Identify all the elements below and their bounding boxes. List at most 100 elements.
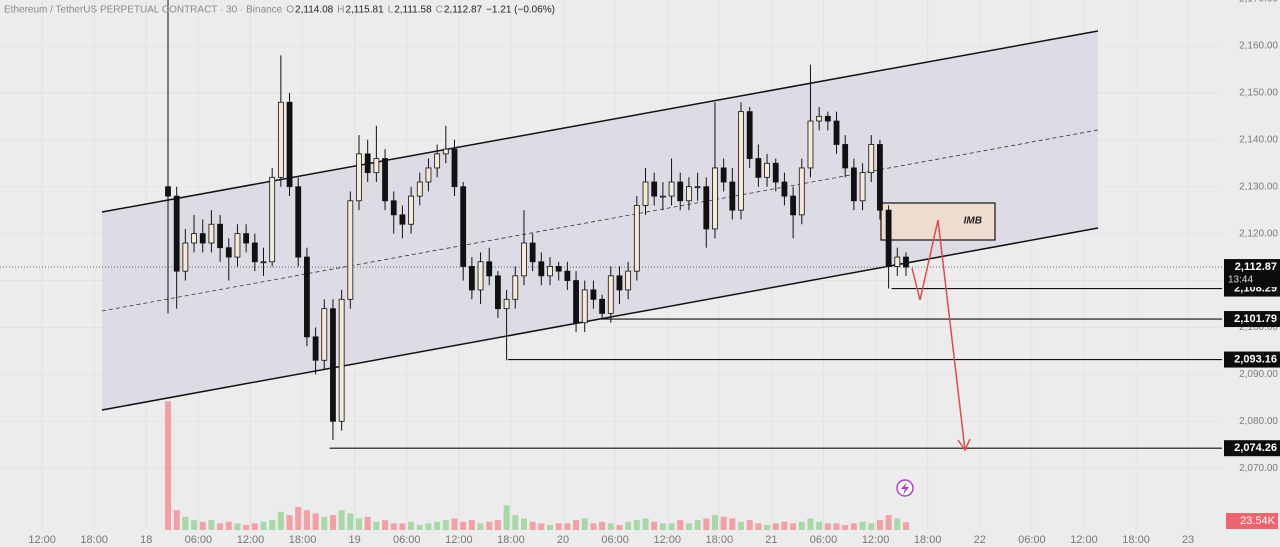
volume-bar xyxy=(321,516,328,530)
volume-bar xyxy=(225,521,232,530)
candle-body xyxy=(833,120,840,145)
candle-body xyxy=(651,181,658,197)
x-tick-label: 12:00 xyxy=(1070,534,1098,546)
candle-body xyxy=(503,298,510,310)
volume-bar xyxy=(460,521,467,530)
volume-bar xyxy=(199,521,206,530)
volume-bar xyxy=(868,523,875,530)
x-tick-label: 06:00 xyxy=(393,534,421,546)
volume xyxy=(164,401,909,530)
candle-body xyxy=(225,247,232,258)
volume-bar xyxy=(850,523,857,530)
level-label-box xyxy=(1224,351,1280,368)
candle-body xyxy=(434,153,441,169)
volume-bar xyxy=(477,523,484,530)
x-tick-label: 18:00 xyxy=(706,534,734,546)
volume-bar xyxy=(399,523,406,530)
y-tick-label: 2,100.00 xyxy=(1239,322,1278,333)
volume-bar xyxy=(373,521,380,530)
candle-body xyxy=(659,195,666,198)
volume-bar xyxy=(416,525,423,530)
header-text: 2,111.58 xyxy=(394,5,432,16)
candle-body xyxy=(807,120,814,169)
y-tick-label: 2,080.00 xyxy=(1239,416,1278,427)
volume-bar xyxy=(607,523,614,530)
volume-bar xyxy=(625,521,632,530)
candle-body xyxy=(286,101,293,188)
x-tick-label: 06:00 xyxy=(1018,534,1046,546)
y-tick-label: 2,120.00 xyxy=(1239,228,1278,239)
level-label: 2,101.79 xyxy=(1234,313,1277,325)
volume-label: 23.54K xyxy=(1240,515,1276,527)
volume-bar xyxy=(755,523,762,530)
candle-body xyxy=(885,209,892,267)
volume-bar xyxy=(668,523,675,530)
header-text: O xyxy=(286,5,294,16)
header-text: 2,115.81 xyxy=(345,5,384,16)
volume-bar xyxy=(798,521,805,530)
volume-bar xyxy=(182,516,189,530)
volume-bar xyxy=(677,520,684,530)
candle-body xyxy=(590,289,597,300)
candle-body xyxy=(199,233,206,244)
candle-body xyxy=(868,144,875,174)
candle-body xyxy=(408,195,414,225)
candle-body xyxy=(477,261,484,291)
volume-bar xyxy=(807,518,814,530)
volume-bar xyxy=(356,518,363,530)
candle-body xyxy=(720,167,727,183)
candle-body xyxy=(547,266,553,277)
volume-bar xyxy=(616,525,623,530)
volume-bar xyxy=(382,520,389,530)
candle-body xyxy=(382,158,388,202)
volume-bar xyxy=(651,521,658,530)
candle-body xyxy=(468,266,475,291)
imb-box xyxy=(880,202,996,241)
candle-body xyxy=(538,261,545,277)
volume-bar xyxy=(364,516,371,530)
volume-bar xyxy=(538,523,545,530)
volume-bar xyxy=(824,523,831,530)
y-tick-label: 2,130.00 xyxy=(1239,181,1278,192)
volume-bar xyxy=(208,520,215,530)
channel-top xyxy=(101,30,1099,213)
volume-bar xyxy=(720,516,727,530)
y-tick-label: 2,170.00 xyxy=(1239,0,1278,5)
volume-bar xyxy=(191,520,198,530)
x-tick-label: 12:00 xyxy=(862,534,890,546)
y-tick-label: 2,090.00 xyxy=(1239,369,1278,380)
candle-body xyxy=(486,261,493,277)
candle-body xyxy=(425,167,432,183)
candle-body xyxy=(625,270,632,291)
candle-body xyxy=(191,233,197,244)
volume-bar xyxy=(703,518,710,530)
candle-body xyxy=(338,298,345,422)
candle-body xyxy=(850,167,857,202)
candle-body xyxy=(399,214,406,225)
candle-body xyxy=(564,270,571,281)
candle-body xyxy=(234,233,241,258)
x-tick-label: 21 xyxy=(765,534,777,546)
volume-bar xyxy=(338,510,345,530)
candle-body xyxy=(573,280,579,324)
candle-body xyxy=(495,275,501,310)
last-price-label: 2,112.87 xyxy=(1235,261,1277,273)
candle-body xyxy=(746,111,753,159)
volume-bar xyxy=(729,518,736,530)
x-tick-label: 18:00 xyxy=(914,534,942,546)
header-text: C xyxy=(436,5,443,16)
volume-bar xyxy=(329,515,336,530)
candle-body xyxy=(686,186,692,202)
candle-body xyxy=(321,308,328,361)
volume-bar xyxy=(277,511,284,530)
candle-body xyxy=(217,223,223,249)
volume-bar xyxy=(512,515,519,530)
candle-body xyxy=(633,205,640,272)
volume-bar xyxy=(555,523,562,530)
volume-bar xyxy=(494,520,501,530)
x-tick-label: 12:00 xyxy=(653,534,681,546)
volume-bar xyxy=(520,518,527,530)
volume-bar xyxy=(303,510,310,530)
volume-bar xyxy=(251,523,258,530)
